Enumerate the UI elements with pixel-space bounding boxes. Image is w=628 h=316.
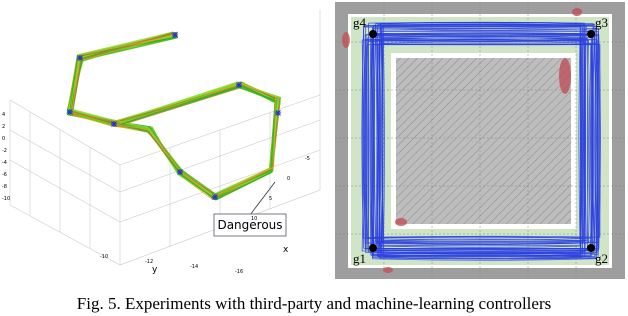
right-plot: g4 g3 g1 g2 bbox=[335, 2, 625, 279]
z-tick-label: -10 bbox=[2, 196, 10, 202]
goal-point bbox=[587, 244, 595, 252]
star bbox=[111, 121, 117, 127]
trajectory bbox=[66, 31, 281, 198]
left-plot bbox=[9, 10, 321, 266]
goal-point bbox=[369, 30, 377, 38]
trajectory bbox=[66, 35, 280, 196]
z-tick-label: -8 bbox=[2, 184, 7, 190]
annotation: Dangerous bbox=[213, 181, 287, 237]
y-tick-label: -10 bbox=[100, 254, 108, 260]
trajectory bbox=[68, 34, 280, 198]
trajectory bbox=[381, 23, 587, 241]
z-tick-label: 4 bbox=[2, 112, 5, 118]
annotation-text: Dangerous bbox=[217, 218, 282, 232]
trajectory bbox=[69, 34, 277, 197]
y-tick-label: -16 bbox=[235, 269, 243, 275]
danger-zone bbox=[559, 58, 571, 94]
trajectory bbox=[369, 30, 593, 258]
z-tick-label: -2 bbox=[2, 148, 7, 154]
z-tick-label: -6 bbox=[2, 172, 7, 178]
axis-label: x bbox=[283, 245, 289, 255]
danger-zone bbox=[395, 218, 407, 226]
z-tick-label: -4 bbox=[2, 160, 7, 166]
star bbox=[236, 82, 242, 88]
axis-label: y bbox=[152, 265, 158, 275]
trajectory bbox=[382, 33, 583, 258]
grid-line bbox=[9, 159, 121, 223]
danger-zone bbox=[383, 267, 393, 273]
trajectory bbox=[377, 43, 599, 245]
trajectory bbox=[70, 33, 279, 196]
danger-zone bbox=[572, 8, 582, 16]
trajectory bbox=[71, 31, 279, 199]
trajectory bbox=[373, 28, 599, 253]
grid-line bbox=[9, 129, 121, 193]
y-tick-label: -12 bbox=[145, 259, 153, 265]
trajectory bbox=[68, 31, 278, 197]
x-tick-label: 0 bbox=[287, 176, 290, 182]
trajectory bbox=[67, 31, 280, 201]
star bbox=[177, 169, 183, 175]
caption: Fig. 5. Experiments with third-party and… bbox=[77, 294, 551, 313]
trajectory bbox=[378, 39, 581, 248]
annotation-box bbox=[213, 213, 287, 237]
goal-point bbox=[587, 30, 595, 38]
star bbox=[172, 32, 178, 38]
star bbox=[212, 194, 218, 200]
star bbox=[77, 55, 83, 61]
grid-line bbox=[119, 119, 321, 193]
x-tick-label: 5 bbox=[269, 196, 272, 202]
trajectory bbox=[372, 32, 584, 255]
trajectory bbox=[68, 32, 282, 195]
star bbox=[275, 110, 281, 116]
y-tick-label: -14 bbox=[190, 264, 198, 270]
goal-point bbox=[369, 244, 377, 252]
annotation-arrow bbox=[249, 181, 276, 216]
obstacle bbox=[396, 58, 571, 224]
grid-line bbox=[119, 149, 321, 223]
trajectory bbox=[67, 33, 280, 196]
trajectory bbox=[370, 26, 582, 256]
trajectories-3d bbox=[66, 31, 282, 201]
trajectory bbox=[67, 33, 277, 198]
x-tick-label: -5 bbox=[305, 156, 310, 162]
trajectory bbox=[69, 34, 281, 196]
goal-label: g4 bbox=[353, 15, 367, 30]
waypoints bbox=[67, 32, 281, 200]
danger-zone bbox=[342, 32, 350, 48]
goal-label: g1 bbox=[353, 251, 366, 266]
goal-label: g2 bbox=[595, 251, 608, 266]
trajectory bbox=[69, 32, 278, 196]
x-tick-label: 10 bbox=[251, 216, 257, 222]
z-tick-label: 0 bbox=[2, 136, 5, 142]
tick-labels: 4 2 0 -2 -4 -6 -8 -10 -10 -12 -14 -16 -5 0 5 10 bbox=[2, 112, 310, 275]
z-tick-label: 2 bbox=[2, 124, 5, 130]
goal-label: g3 bbox=[595, 15, 608, 30]
star bbox=[67, 109, 73, 115]
trajectory bbox=[66, 33, 281, 196]
